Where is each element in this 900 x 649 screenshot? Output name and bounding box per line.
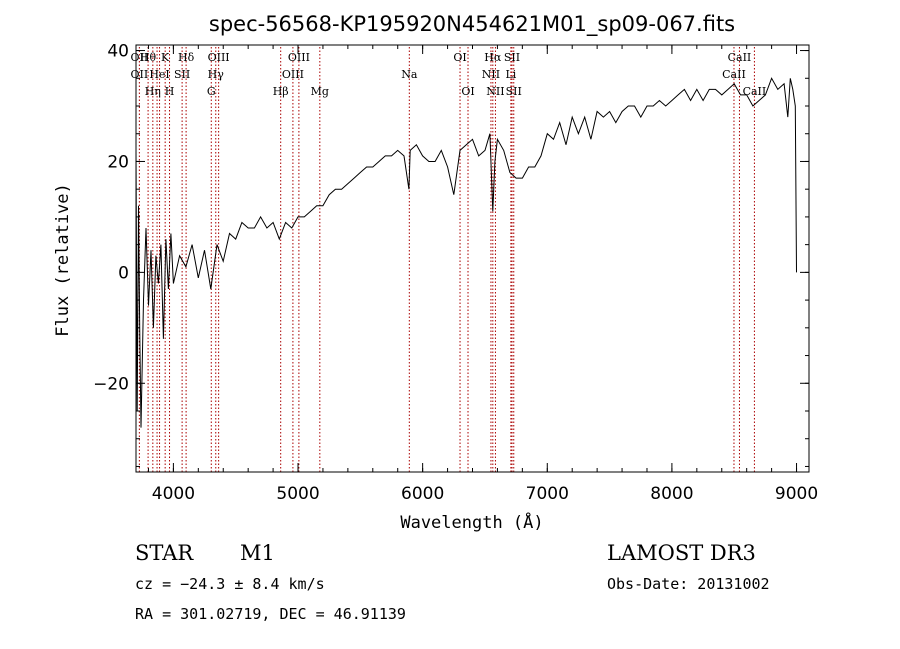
- y-tick-label: −20: [93, 374, 129, 394]
- line-label: OI: [461, 85, 474, 98]
- line-label: Mg: [311, 85, 329, 98]
- x-axis-label: Wavelength (Å): [400, 511, 543, 533]
- line-label: Hη: [145, 85, 161, 98]
- line-label: G: [207, 85, 216, 98]
- line-label: CaII: [743, 85, 767, 98]
- x-tick-label: 8000: [650, 484, 693, 504]
- y-tick-label: 20: [107, 152, 129, 172]
- y-axis-label: Flux (relative): [53, 183, 73, 337]
- line-label: K: [161, 51, 170, 64]
- subclass-label: M1: [240, 541, 275, 565]
- y-tick-label: 0: [118, 263, 129, 283]
- line-label: OII: [131, 51, 149, 64]
- line-label: SII: [506, 85, 522, 98]
- line-label: Hδ: [178, 51, 195, 64]
- x-tick-label: 4000: [152, 484, 195, 504]
- line-label: NII: [486, 85, 504, 98]
- line-label: OIII: [282, 68, 304, 81]
- line-label: H: [165, 85, 175, 98]
- y-tick-label: 40: [107, 42, 129, 62]
- x-tick-label: 9000: [775, 484, 818, 504]
- line-label: Hθ: [140, 51, 157, 64]
- line-label: Li: [505, 68, 516, 81]
- y-axis-ticks: −20 0 20 40: [93, 42, 809, 467]
- line-label: SII: [174, 68, 190, 81]
- line-label: OIII: [288, 51, 310, 64]
- spectrum-series-line: [135, 77, 797, 428]
- line-label: Hα: [484, 51, 502, 64]
- class-label: STAR: [135, 541, 194, 565]
- x-tick-label: 7000: [526, 484, 569, 504]
- emission-line-labels: OIIOIIHθHηHeIKHSIIHδGHγOIIIHβOIIIOIIIMgN…: [131, 51, 767, 98]
- chart-title: spec-56568-KP195920N454621M01_sp09-067.f…: [209, 12, 735, 37]
- line-label: HeI: [149, 68, 169, 81]
- line-label: SII: [504, 51, 520, 64]
- line-label: CaII: [722, 68, 746, 81]
- line-label: OIII: [208, 51, 230, 64]
- line-label: Hγ: [208, 68, 225, 81]
- radec-text: RA = 301.02719, DEC = 46.91139: [135, 605, 406, 623]
- line-label: CaII: [728, 51, 752, 64]
- line-label: Na: [401, 68, 418, 81]
- emission-line-markers: [138, 47, 755, 472]
- line-label: OI: [453, 51, 466, 64]
- x-axis-ticks: 4000 5000 6000 7000 8000 9000: [147, 45, 818, 504]
- x-tick-label: 5000: [276, 484, 319, 504]
- line-label: NII: [482, 68, 500, 81]
- cz-text: cz = −24.3 ± 8.4 km/s: [135, 575, 325, 593]
- x-tick-label: 6000: [401, 484, 444, 504]
- plot-frame: [135, 44, 810, 473]
- line-label: Hβ: [273, 85, 289, 98]
- line-label: OII: [131, 68, 149, 81]
- survey-label: LAMOST DR3: [607, 541, 756, 565]
- obs-date-text: Obs-Date: 20131002: [607, 575, 770, 593]
